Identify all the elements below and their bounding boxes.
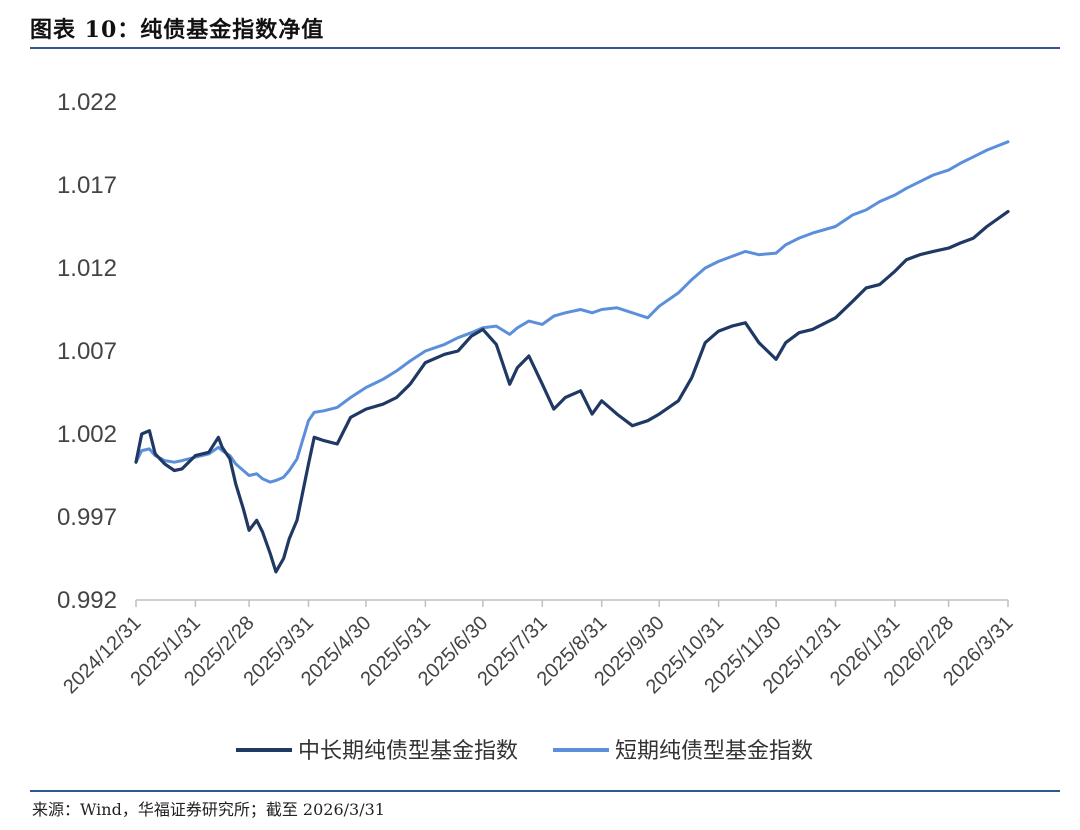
line-chart: 1.022 1.017 1.012 1.007 1.002 0.997 0.992 2024… <box>57 89 1018 764</box>
y-tick-label: 0.997 <box>57 504 117 531</box>
legend-item-long-term: 中长期纯债型基金指数 <box>236 739 518 764</box>
y-tick-label: 1.007 <box>57 338 117 365</box>
title-rule <box>30 47 1060 49</box>
figure-title: 图表 10：纯债基金指数净值 <box>30 17 325 43</box>
x-tick-label: 2024/12/31 <box>59 612 145 698</box>
series-line-long-term <box>134 210 1010 574</box>
source-rule <box>30 790 1060 792</box>
y-tick-label: 1.022 <box>57 89 117 116</box>
legend-item-short-term: 短期纯债型基金指数 <box>553 739 813 764</box>
x-axis: 2024/12/312025/1/312025/2/282025/3/31202… <box>59 599 1018 698</box>
series-layer <box>134 140 1010 574</box>
legend-label: 短期纯债型基金指数 <box>615 739 813 764</box>
y-tick-label: 1.002 <box>57 421 117 448</box>
legend-label: 中长期纯债型基金指数 <box>298 739 518 764</box>
y-tick-label: 0.992 <box>57 587 117 614</box>
series-line-short-term <box>134 140 1010 484</box>
y-tick-label: 1.017 <box>57 172 117 199</box>
y-tick-label: 1.012 <box>57 255 117 282</box>
source-note: 来源：Wind，华福证券研究所；截至 2026/3/31 <box>32 800 385 819</box>
legend: 中长期纯债型基金指数 短期纯债型基金指数 <box>236 739 813 764</box>
y-axis: 1.022 1.017 1.012 1.007 1.002 0.997 0.992 <box>57 89 117 614</box>
